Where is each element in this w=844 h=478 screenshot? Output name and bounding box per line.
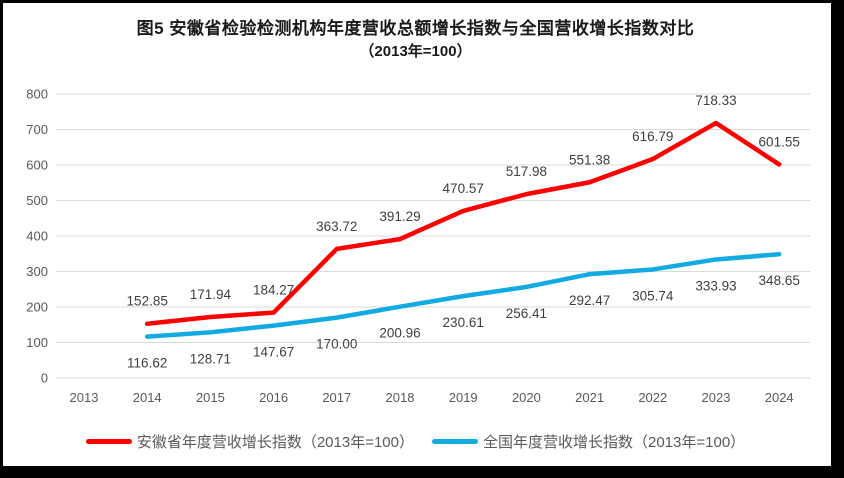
svg-text:2015: 2015 (196, 390, 225, 405)
series-data-labels-national: 116.62 128.71 147.67 170.00 200.96 230.61 256.… (127, 273, 800, 370)
series-line-national (144, 251, 782, 339)
national-line-swatch (432, 439, 478, 444)
chart-title: 图5 安徽省检验检测机构年度营收总额增长指数与全国营收增长指数对比 （2013年… (0, 17, 831, 63)
data-label: 147.67 (253, 345, 294, 360)
svg-text:2023: 2023 (702, 390, 731, 405)
data-label: 116.62 (127, 356, 167, 371)
data-label: 601.55 (759, 134, 800, 149)
data-label: 470.57 (443, 181, 484, 196)
data-label: 305.74 (632, 288, 674, 303)
svg-text:2022: 2022 (638, 390, 667, 405)
chart-title-line1: 图5 安徽省检验检测机构年度营收总额增长指数与全国营收增长指数对比 (136, 19, 695, 38)
data-label: 128.71 (190, 351, 231, 366)
data-label: 348.65 (759, 273, 800, 288)
data-label: 363.72 (316, 219, 357, 234)
svg-text:2013: 2013 (70, 390, 99, 405)
svg-text:400: 400 (26, 229, 48, 244)
data-label: 391.29 (379, 209, 420, 224)
svg-text:600: 600 (26, 158, 48, 173)
data-label: 230.61 (443, 315, 484, 330)
data-label: 184.27 (253, 283, 294, 298)
legend-label-national: 全国年度营收增长指数（2013年=100） (483, 434, 746, 451)
series-data-labels-anhui: 152.85 171.94 184.27 363.72 391.29 470.57 517.… (127, 93, 800, 309)
data-label: 152.85 (127, 294, 168, 309)
svg-text:0: 0 (41, 371, 48, 386)
frame-border-left (0, 0, 3, 478)
y-axis-tick-labels: 0 100 200 300 400 500 600 700 800 (26, 87, 48, 386)
svg-text:2021: 2021 (575, 390, 604, 405)
frame-border-top (0, 0, 844, 3)
chart-title-line2: （2013年=100） (359, 43, 472, 60)
series-line-anhui (144, 120, 782, 326)
svg-text:2014: 2014 (133, 390, 162, 405)
chart-legend: 安徽省年度营收增长指数（2013年=100） 全国年度营收增长指数（2013年=… (0, 431, 831, 452)
data-label: 551.38 (569, 152, 610, 167)
data-label: 718.33 (695, 93, 736, 108)
svg-text:2019: 2019 (449, 390, 478, 405)
legend-label-anhui: 安徽省年度营收增长指数（2013年=100） (136, 434, 414, 451)
data-label: 200.96 (379, 326, 420, 341)
svg-text:2018: 2018 (386, 390, 415, 405)
svg-text:700: 700 (26, 122, 48, 137)
data-label: 616.79 (632, 129, 673, 144)
frame-border-bottom (0, 466, 844, 478)
svg-text:200: 200 (26, 300, 48, 315)
svg-text:2017: 2017 (322, 390, 351, 405)
data-label: 333.93 (695, 278, 736, 293)
svg-text:500: 500 (26, 193, 48, 208)
data-label: 170.00 (316, 337, 357, 352)
data-label: 292.47 (569, 293, 610, 308)
anhui-line-swatch (85, 439, 132, 444)
legend-item-anhui: 安徽省年度营收增长指数（2013年=100） (85, 431, 414, 452)
data-label: 256.41 (506, 306, 547, 321)
svg-text:800: 800 (26, 87, 48, 102)
svg-text:2024: 2024 (765, 390, 794, 405)
svg-text:2020: 2020 (512, 390, 541, 405)
data-label: 517.98 (506, 164, 547, 179)
x-axis-tick-labels: 2013 2014 2015 2016 2017 2018 2019 2020 2021 2022… (70, 390, 794, 405)
legend-item-national: 全国年度营收增长指数（2013年=100） (432, 431, 745, 452)
svg-text:300: 300 (26, 264, 48, 279)
frame-border-right (831, 0, 844, 478)
data-label: 171.94 (190, 287, 232, 302)
gridlines (56, 93, 810, 379)
svg-text:2016: 2016 (259, 390, 288, 405)
svg-text:100: 100 (26, 335, 48, 350)
